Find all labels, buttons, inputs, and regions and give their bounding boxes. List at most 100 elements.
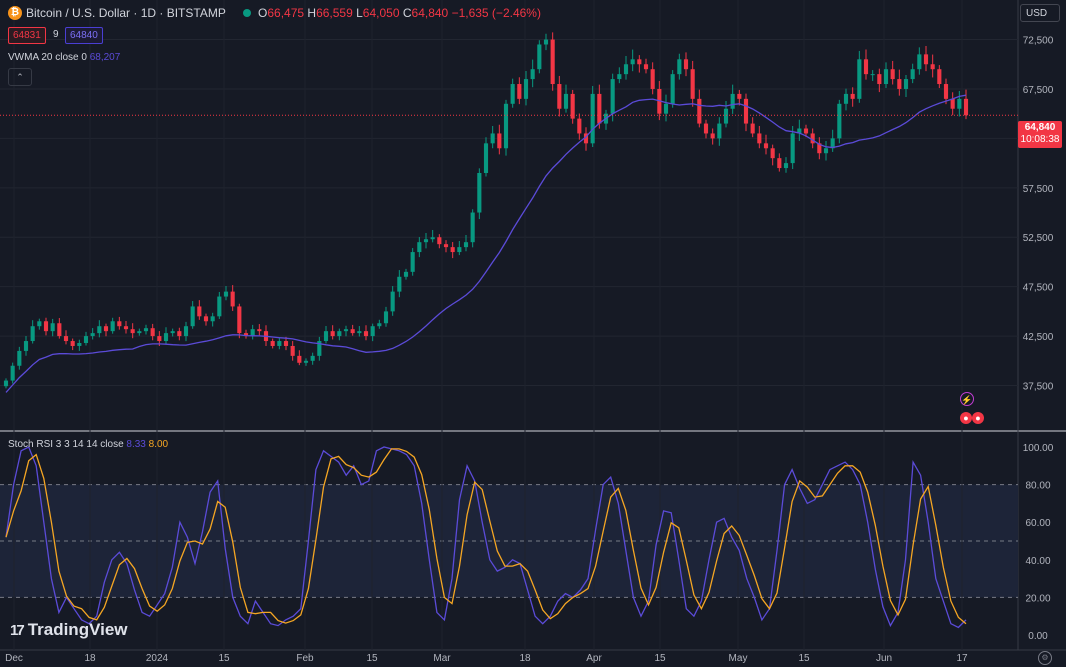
- candle-body: [283, 341, 289, 346]
- candle-body: [663, 103, 669, 114]
- close-key: C: [402, 6, 412, 20]
- candle-body: [510, 84, 515, 104]
- symbol-title[interactable]: Bitcoin / U.S. Dollar · 1D · BITSTAMP: [26, 6, 226, 20]
- candle-body: [443, 244, 449, 248]
- lightning-event-icon[interactable]: ⚡: [960, 392, 974, 406]
- high-value: 66,559: [316, 6, 353, 20]
- vwma-legend[interactable]: VWMA 20 close 0 68,207: [8, 52, 120, 63]
- candle-body: [703, 123, 709, 134]
- bitcoin-icon: ₿: [8, 6, 22, 20]
- candle-body: [363, 331, 369, 337]
- tradingview-mark-icon: 17: [10, 622, 25, 639]
- candle-body: [937, 69, 942, 85]
- close-value: 64,840: [411, 6, 449, 20]
- candle-body: [957, 98, 962, 109]
- open-value: 66,475: [267, 6, 305, 20]
- candle-body: [777, 158, 782, 169]
- candle-body: [330, 331, 335, 337]
- stoch-tick-label: 0.00: [1028, 631, 1048, 642]
- candle-body: [897, 79, 902, 89]
- price-tick-label: 72,500: [1023, 36, 1054, 47]
- vwma-line: [5, 94, 967, 393]
- candle-body: [303, 360, 309, 363]
- change-value: −1,635 (−2.46%): [451, 6, 541, 20]
- candle-body: [450, 247, 455, 253]
- candle-body: [470, 212, 475, 243]
- candle-body: [497, 133, 502, 149]
- candle-body: [77, 343, 82, 346]
- candle-body: [143, 328, 149, 332]
- candle-body: [810, 133, 815, 144]
- stoch-tick-label: 60.00: [1025, 518, 1050, 529]
- candle-body: [257, 329, 262, 332]
- economic-events-icon[interactable]: ● ●: [960, 412, 986, 426]
- candle-body: [277, 341, 282, 346]
- candle-body: [90, 333, 95, 337]
- settings-icon[interactable]: ⚙: [1038, 651, 1052, 665]
- candle-body: [297, 355, 302, 363]
- candle-body: [10, 365, 15, 381]
- stoch-k-value: 8.33: [126, 439, 146, 450]
- last-price-value: 64,840: [1024, 122, 1056, 133]
- candle-body: [870, 74, 875, 76]
- candle-body: [750, 123, 755, 134]
- collapse-legend-button[interactable]: ⌃: [8, 68, 32, 86]
- candle-body: [483, 143, 489, 173]
- candle-body: [210, 316, 215, 322]
- candle-body: [823, 148, 829, 154]
- stoch-d-line: [5, 448, 967, 625]
- candle-body: [910, 69, 915, 80]
- bar-countdown: 10:08:38: [1020, 134, 1060, 145]
- tradingview-logo[interactable]: 17 TradingView: [10, 620, 128, 640]
- time-tick-label: 15: [654, 653, 666, 664]
- time-tick-label: Mar: [433, 653, 451, 664]
- candle-body: [890, 69, 895, 80]
- stoch-d-value: 8.00: [148, 439, 169, 450]
- stoch-tick-label: 40.00: [1025, 556, 1050, 567]
- candle-body: [837, 103, 842, 139]
- candle-body: [577, 118, 582, 134]
- candle-body: [437, 237, 442, 245]
- time-tick-label: 17: [956, 653, 968, 664]
- price-tick-label: 42,500: [1023, 332, 1054, 343]
- candle-body: [817, 143, 822, 154]
- candle-body: [530, 69, 535, 80]
- candle-body: [863, 59, 869, 75]
- candle-body: [610, 79, 615, 114]
- candle-body: [857, 59, 862, 99]
- candle-body: [37, 321, 42, 327]
- candle-body: [583, 133, 589, 144]
- buy-button[interactable]: 64840: [65, 27, 103, 44]
- candle-body: [323, 331, 329, 342]
- candle-body: [877, 74, 882, 85]
- candle-body: [357, 331, 362, 334]
- time-tick-label: 18: [519, 653, 531, 664]
- currency-select[interactable]: USD: [1020, 4, 1060, 22]
- candle-body: [417, 242, 422, 253]
- candle-body: [203, 316, 209, 322]
- time-tick-label: 18: [84, 653, 96, 664]
- high-key: H: [307, 6, 317, 20]
- candle-body: [150, 328, 155, 337]
- candle-body: [677, 59, 682, 75]
- time-tick-label: Apr: [586, 653, 602, 664]
- candle-body: [923, 54, 929, 65]
- candle-body: [310, 355, 315, 361]
- candle-body: [270, 341, 275, 346]
- candle-body: [157, 336, 162, 342]
- candle-body: [850, 93, 855, 99]
- candle-body: [163, 333, 169, 342]
- candle-body: [230, 291, 235, 307]
- candle-body: [3, 380, 9, 387]
- candle-body: [770, 148, 775, 159]
- stoch-rsi-legend[interactable]: Stoch RSI 3 3 14 14 close 8.33 8.00: [8, 439, 168, 450]
- candle-body: [217, 296, 222, 317]
- open-key: O: [258, 6, 268, 20]
- candle-body: [223, 291, 229, 297]
- price-tick-label: 67,500: [1023, 85, 1054, 96]
- sell-button[interactable]: 64831: [8, 27, 46, 44]
- candle-body: [477, 172, 482, 213]
- candle-body: [423, 239, 429, 243]
- price-tick-label: 52,500: [1023, 233, 1054, 244]
